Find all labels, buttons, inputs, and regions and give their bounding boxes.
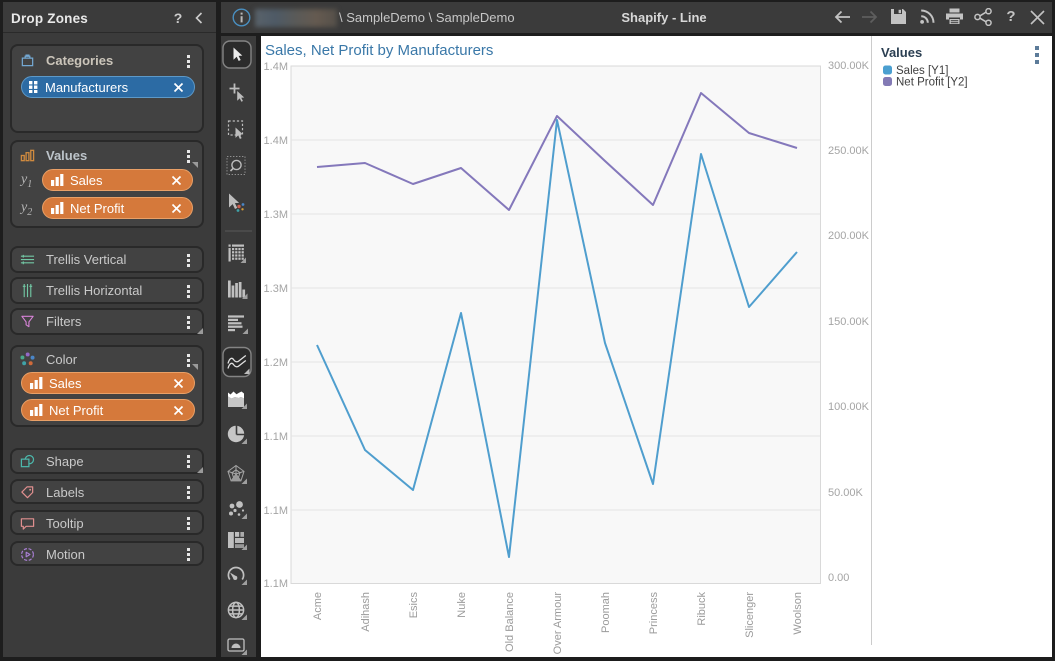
svg-text:Nuke: Nuke — [456, 592, 468, 618]
svg-text:Old Balance: Old Balance — [504, 592, 516, 652]
svg-text:Woolson: Woolson — [792, 592, 804, 635]
svg-text:1.4M: 1.4M — [264, 135, 288, 147]
svg-text:1.3M: 1.3M — [264, 283, 288, 295]
svg-text:150.00K: 150.00K — [828, 316, 870, 328]
svg-text:0.00: 0.00 — [828, 572, 849, 584]
svg-text:1.2M: 1.2M — [264, 357, 288, 369]
svg-text:250.00K: 250.00K — [828, 145, 870, 157]
svg-text:50.00K: 50.00K — [828, 487, 864, 499]
svg-text:Values: Values — [881, 45, 922, 60]
svg-text:1.1M: 1.1M — [264, 505, 288, 517]
svg-text:Ribuck: Ribuck — [696, 592, 708, 626]
svg-text:Net Profit [Y2]: Net Profit [Y2] — [896, 77, 968, 89]
svg-text:Sales, Net Profit by Manufactu: Sales, Net Profit by Manufacturers — [265, 42, 493, 59]
svg-text:?: ? — [174, 10, 183, 26]
svg-text:Over Armour: Over Armour — [552, 592, 564, 655]
svg-text:200.00K: 200.00K — [828, 230, 870, 242]
svg-text:Adihash: Adihash — [360, 592, 372, 632]
svg-text:1.4M: 1.4M — [264, 61, 288, 73]
svg-text:Poomah: Poomah — [600, 592, 612, 633]
svg-text:Acme: Acme — [312, 592, 324, 620]
svg-text:1.1M: 1.1M — [264, 578, 288, 590]
svg-text:1.1M: 1.1M — [264, 431, 288, 443]
svg-text:100.00K: 100.00K — [828, 401, 870, 413]
svg-text:1.3M: 1.3M — [264, 209, 288, 221]
svg-text:Esics: Esics — [408, 592, 420, 619]
svg-text:Sales [Y1]: Sales [Y1] — [896, 65, 948, 77]
svg-text:300.00K: 300.00K — [828, 60, 870, 72]
svg-text:Princess: Princess — [648, 592, 660, 635]
svg-text:Slicenger: Slicenger — [744, 592, 756, 638]
